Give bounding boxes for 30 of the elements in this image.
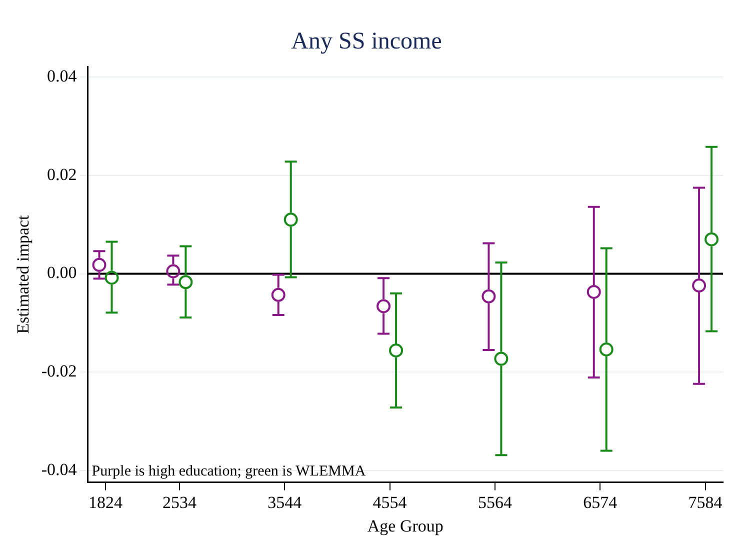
y-tick-label: 0.02	[47, 164, 77, 184]
point	[482, 289, 496, 304]
point	[166, 264, 180, 278]
point	[599, 342, 614, 356]
point	[494, 352, 508, 366]
x-tick-label: 6574	[583, 492, 618, 512]
point	[271, 288, 286, 302]
y-tick-label: 0.00	[47, 263, 77, 282]
x-tick-label: 3544	[268, 492, 302, 512]
point	[284, 212, 298, 227]
x-tick-label: 2534	[162, 492, 197, 512]
x-tick-label: 1824	[88, 492, 124, 512]
point	[586, 284, 601, 299]
point	[92, 258, 106, 272]
annotation: Purple is high education; green is WLEMMA	[92, 464, 366, 480]
point	[704, 232, 719, 246]
point	[692, 278, 706, 293]
y-tick-label: -0.04	[41, 460, 78, 479]
x-tick-label: 4554	[372, 492, 408, 512]
x-axis-title: Age Group	[367, 516, 444, 536]
point	[104, 270, 119, 285]
x-tick-label: 5564	[478, 492, 512, 512]
chart-title: Any SS income	[291, 28, 442, 55]
y-tick-label: 0.04	[47, 66, 78, 86]
point	[376, 299, 391, 314]
y-axis-title: Estimated impact	[14, 214, 33, 334]
x-tick-label: 7584	[688, 492, 723, 512]
point	[389, 343, 404, 358]
y-tick-label: -0.02	[41, 362, 77, 381]
point	[178, 275, 193, 290]
